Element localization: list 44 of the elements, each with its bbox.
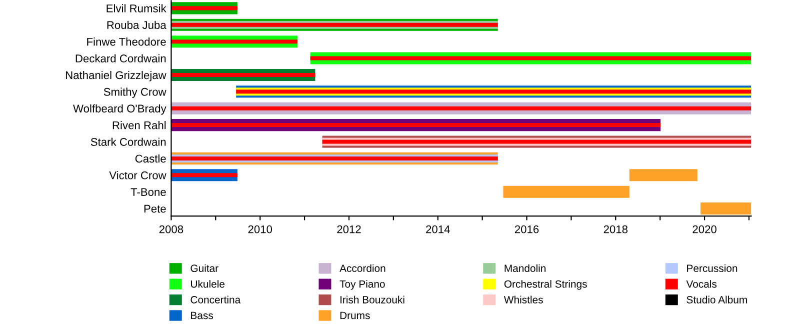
legend-label: Percussion	[687, 264, 738, 272]
bar	[171, 123, 661, 128]
y-tick-label: Elvil Rumsik	[106, 4, 166, 12]
y-tick-label: Victor Crow	[109, 171, 166, 180]
y-tick-label: Rouba Juba	[107, 20, 166, 30]
bar	[700, 202, 752, 215]
y-tick-label: Pete	[144, 204, 166, 213]
y-tick-label: Riven Rahl	[112, 121, 166, 130]
legend-label: Mandolin	[504, 264, 546, 272]
x-tick-label: 2016	[514, 225, 539, 234]
legend-label: Ukulele	[191, 280, 224, 288]
x-tick-label: 2020	[692, 225, 716, 234]
bar	[171, 72, 316, 77]
bar	[171, 173, 238, 178]
legend-label: Drums	[340, 312, 370, 320]
legend-label: Studio Album	[686, 296, 747, 304]
x-tick-label: 2008	[159, 225, 184, 234]
bar	[171, 6, 238, 10]
legend-label: Orchestral Strings	[504, 280, 587, 290]
bar	[171, 106, 752, 110]
legend-label: Toy Piano	[340, 280, 385, 290]
legend-label: Vocals	[686, 280, 717, 288]
x-tick-label: 2018	[604, 225, 628, 234]
x-tick-label: 2010	[248, 225, 272, 234]
y-tick-label: Smithy Crow	[104, 88, 166, 98]
y-tick-label: Stark Cordwain	[90, 138, 166, 146]
bar	[171, 40, 298, 44]
legend-label: Concertina	[190, 296, 241, 304]
x-tick-label: 2014	[426, 225, 450, 234]
legend-label: Bass	[191, 312, 213, 320]
legend-label: Irish Bouzouki	[340, 296, 404, 304]
y-tick-label: Castle	[135, 154, 166, 163]
bar	[503, 186, 630, 198]
legend-label: Whistles	[504, 296, 543, 304]
legend-label: Guitar	[190, 264, 218, 272]
x-tick-label: 2012	[337, 225, 361, 234]
y-tick-label: Wolfbeard O'Brady	[73, 104, 166, 115]
y-tick-label: Nathaniel Grizzlejaw	[66, 70, 166, 82]
legend-label: Accordion	[340, 264, 386, 272]
bar	[310, 56, 752, 60]
y-tick-label: Deckard Cordwain	[76, 54, 166, 62]
y-tick-label: Finwe Theodore	[87, 38, 166, 46]
bar	[629, 169, 698, 182]
y-tick-label: T-Bone	[130, 188, 166, 196]
